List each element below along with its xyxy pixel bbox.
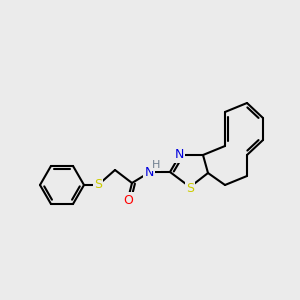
- Text: N: N: [144, 166, 154, 178]
- Text: H: H: [152, 160, 160, 170]
- Text: O: O: [123, 194, 133, 206]
- Text: S: S: [186, 182, 194, 194]
- Text: S: S: [94, 178, 102, 191]
- Text: N: N: [174, 148, 184, 161]
